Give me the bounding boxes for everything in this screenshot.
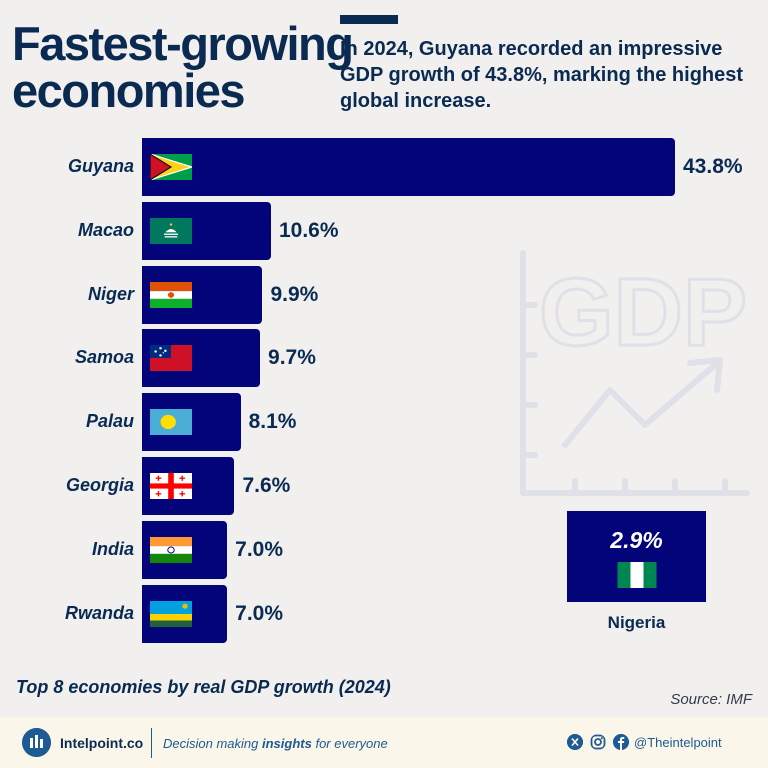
- samoa-flag-icon: [150, 345, 192, 372]
- footer: Intelpoint.co Decision making insights f…: [0, 717, 768, 768]
- source-note: Source: IMF: [670, 691, 752, 708]
- rwanda-flag-icon: [150, 600, 192, 627]
- chart-caption: Top 8 economies by real GDP growth (2024…: [16, 677, 391, 697]
- bar-value-guyana: 43.8%: [683, 155, 743, 178]
- bar-label-macao: Macao: [77, 219, 134, 240]
- bar-label-georgia: Georgia: [65, 475, 134, 495]
- subtitle: In 2024, Guyana recorded an impressive G…: [340, 38, 744, 112]
- guyana-flag-icon: [150, 154, 192, 180]
- india-flag-icon: [150, 536, 192, 563]
- nigeria-comparison-box: 2.9%: [567, 511, 706, 602]
- nigeria-value: 2.9%: [610, 527, 663, 553]
- bar-value-georgia: 7.6%: [242, 474, 291, 497]
- tagline-pre: Decision making: [163, 736, 262, 751]
- niger-flag-icon: [150, 281, 192, 308]
- bar-label-rwanda: Rwanda: [64, 602, 134, 623]
- bar-label-niger: Niger: [87, 283, 134, 304]
- bar-value-india: 7.0%: [235, 537, 284, 561]
- x-twitter-icon[interactable]: [567, 734, 583, 750]
- watermark-text: GDP: [539, 259, 747, 366]
- instagram-icon[interactable]: [590, 734, 606, 750]
- social-handle[interactable]: @Theintelpoint: [634, 735, 722, 750]
- palau-flag-icon: [150, 409, 192, 436]
- page-title: Fastest-growing economies: [12, 17, 354, 117]
- bar-value-palau: 8.1%: [248, 410, 297, 434]
- bar-label-samoa: Samoa: [74, 347, 134, 368]
- bar-value-rwanda: 7.0%: [235, 601, 284, 625]
- nigeria-label: Nigeria: [607, 613, 666, 632]
- macao-flag-icon: [150, 217, 192, 244]
- accent-bar: [340, 15, 398, 24]
- bar-value-macao: 10.6%: [278, 218, 339, 242]
- gdp-watermark-icon: GDP: [520, 250, 750, 496]
- bar-label-guyana: Guyana: [67, 156, 134, 176]
- tagline-post: for everyone: [311, 736, 388, 751]
- brand-link[interactable]: Intelpoint.co: [60, 735, 144, 751]
- footer-divider: [151, 728, 152, 758]
- georgia-flag-icon: [150, 473, 192, 499]
- intelpoint-logo-icon[interactable]: [22, 728, 51, 757]
- bar-label-india: India: [91, 538, 134, 559]
- title-line-2: economies: [12, 64, 246, 117]
- bar-value-niger: 9.9%: [270, 282, 319, 306]
- tagline: Decision making insights for everyone: [163, 736, 388, 751]
- bar-label-palau: Palau: [85, 411, 134, 432]
- facebook-icon[interactable]: [613, 734, 629, 750]
- nigeria-flag-icon: [617, 562, 657, 588]
- bar-guyana: [142, 138, 675, 196]
- tagline-bold: insights: [262, 736, 312, 751]
- bar-value-samoa: 9.7%: [268, 346, 316, 370]
- title-line-1: Fastest-growing: [12, 17, 354, 70]
